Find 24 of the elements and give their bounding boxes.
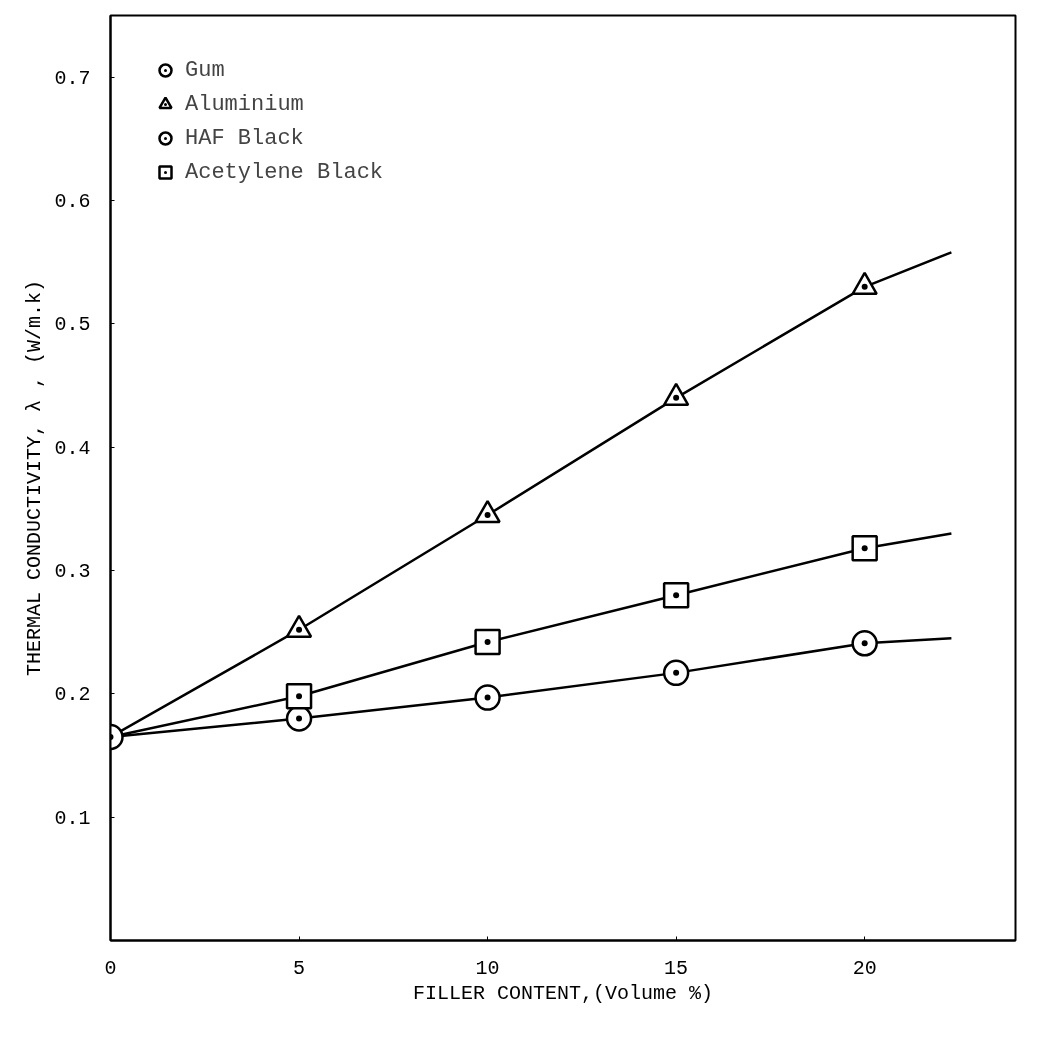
x-tick-label: 5 — [293, 956, 306, 980]
legend-label: Aluminium — [185, 91, 304, 117]
x-tick-label: 10 — [475, 956, 500, 980]
y-axis-title: THERMAL CONDUCTIVITY, λ , (W/m.k) — [23, 279, 47, 677]
y-tick-label: 0.7 — [54, 66, 91, 90]
x-tick-label: 20 — [852, 956, 877, 980]
point — [474, 684, 501, 711]
x-axis-title: FILLER CONTENT,(Volume %) — [412, 981, 714, 1005]
point — [285, 683, 313, 710]
legend-label: Acetylene Black — [185, 159, 384, 185]
point — [851, 630, 878, 657]
legend-label: HAF Black — [185, 125, 304, 151]
y-tick-label: 0.2 — [54, 683, 91, 707]
y-tick-label: 0.4 — [54, 436, 91, 460]
y-tick-label: 0.1 — [54, 806, 91, 830]
y-tick-label: 0.5 — [54, 313, 91, 337]
point — [662, 659, 690, 687]
y-tick-label: 0.6 — [54, 190, 91, 213]
point — [851, 535, 878, 562]
legend-label: Gum — [185, 57, 225, 83]
point — [662, 581, 690, 609]
x-tick-label: 0 — [104, 956, 117, 980]
y-tick-label: 0.3 — [54, 560, 91, 583]
x-tick-label: 15 — [664, 956, 689, 980]
